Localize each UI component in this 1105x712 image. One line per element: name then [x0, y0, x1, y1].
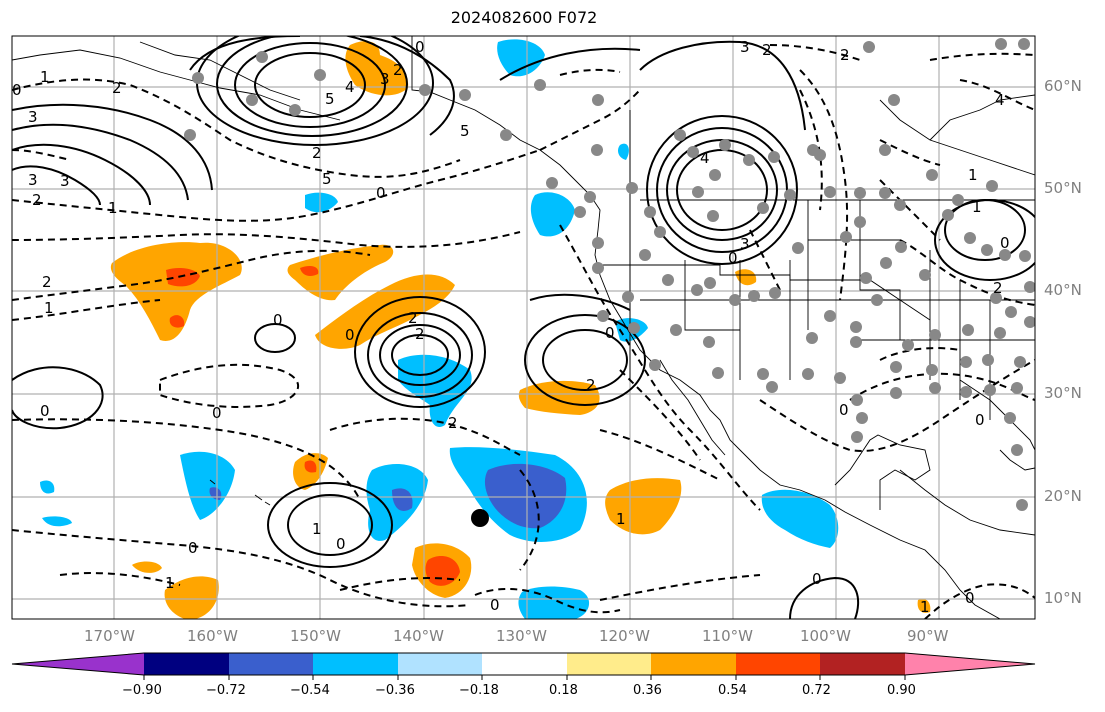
contour-label: 2: [762, 41, 772, 59]
colorbar-label: −0.54: [290, 683, 330, 698]
contour-label: 5: [460, 122, 470, 140]
colorbar-label: 0.54: [718, 683, 747, 698]
contour-label: 0: [415, 38, 425, 56]
colorbar-label: 0.18: [549, 683, 578, 698]
contour-label: 1: [312, 520, 322, 538]
contour-label: 3: [380, 70, 390, 88]
contour-label: 2: [448, 414, 458, 432]
lat-label-60n: 60°N: [1044, 77, 1082, 95]
colorbar-segment: [313, 653, 398, 675]
contour-label: 1: [972, 198, 982, 216]
contour-label: 3: [740, 38, 750, 56]
lon-label-170w: 170°W: [84, 627, 135, 645]
contour-label: 3: [28, 171, 38, 189]
contour-label: 2: [312, 144, 322, 162]
contour-label: 0: [336, 535, 346, 553]
contour-label: 0: [212, 404, 222, 422]
lon-label-150w: 150°W: [290, 627, 341, 645]
contour-label: 0: [376, 184, 386, 202]
colorbar-segment: [398, 653, 482, 675]
lon-label-130w: 130°W: [496, 627, 547, 645]
contour-label: 0: [1000, 234, 1010, 252]
colorbar-label: −0.36: [375, 683, 415, 698]
colorbar-label: 0.90: [887, 683, 916, 698]
colorbar-segment: [482, 653, 567, 675]
contour-label: 0: [839, 401, 849, 419]
contour-label: 2: [993, 279, 1003, 297]
contour-label: 4: [995, 91, 1005, 109]
colorbar-segment: [144, 653, 229, 675]
contour-label: 4: [345, 78, 355, 96]
contour-label: 3: [28, 108, 38, 126]
contour-label: 0: [273, 311, 283, 329]
contour-label: 1: [108, 199, 118, 217]
contours-solid: [12, 36, 1035, 619]
contour-label: 1: [40, 68, 50, 86]
contour-label: 3: [740, 235, 750, 253]
contour-label: 0: [40, 402, 50, 420]
contour-label: 2: [408, 309, 418, 327]
colorbar-label: 0.36: [633, 683, 662, 698]
contour-label: 1: [44, 299, 54, 317]
contour-label: 0: [812, 570, 822, 588]
colorbar-label: −0.72: [206, 683, 246, 698]
contour-label: 1: [165, 574, 175, 592]
contour-label: 5: [325, 90, 335, 108]
lon-label-140w: 140°W: [393, 627, 444, 645]
contour-label: 0: [975, 411, 985, 429]
contour-label: 2: [393, 61, 403, 79]
colorbar-segment: [229, 653, 313, 675]
storm-center-marker: [471, 509, 489, 527]
map-title: 2024082600 F072: [450, 8, 598, 27]
contour-labels: 0 3 2 4 5 1 2 3 0 2 3 3 2 5 5 0 1 3 2 4 …: [12, 38, 1010, 616]
lon-label-90w: 90°W: [907, 627, 949, 645]
contour-label: 4: [700, 149, 710, 167]
map-frame: [11, 35, 1036, 620]
contour-label: 3: [60, 172, 70, 190]
colorbar-segment: [736, 653, 820, 675]
contour-label: 1: [616, 510, 626, 528]
lat-label-20n: 20°N: [1044, 487, 1082, 505]
contour-label: 0: [345, 326, 355, 344]
contour-label: 2: [32, 191, 42, 209]
station-dots: [184, 38, 1035, 511]
contour-label: 1: [920, 598, 930, 616]
colorbar-label: −0.90: [122, 683, 162, 698]
colorbar-segment: [820, 653, 905, 675]
colorbar-label: 0.72: [802, 683, 831, 698]
colorbar-label: −0.18: [459, 683, 499, 698]
colorbar-segment: [651, 653, 736, 675]
colorbar-segment: [567, 653, 651, 675]
contour-label: 2: [415, 325, 425, 343]
contour-label: 2: [112, 79, 122, 97]
contour-label: 2: [840, 46, 850, 64]
contour-label: 1: [968, 166, 978, 184]
contour-label: 0: [12, 81, 22, 99]
contour-label: 0: [965, 589, 975, 607]
lat-label-40n: 40°N: [1044, 281, 1082, 299]
lon-label-110w: 110°W: [702, 627, 753, 645]
colorbar-extend-low: [12, 653, 144, 675]
coastlines: [12, 36, 1035, 619]
contour-label: 0: [605, 324, 615, 342]
contour-label: 2: [42, 273, 52, 291]
contour-label: 0: [728, 249, 738, 267]
lon-label-120w: 120°W: [599, 627, 650, 645]
contour-label: 5: [322, 170, 332, 188]
lon-label-160w: 160°W: [187, 627, 238, 645]
colorbar: [11, 652, 1036, 680]
lon-label-100w: 100°W: [800, 627, 851, 645]
lat-label-30n: 30°N: [1044, 384, 1082, 402]
contours-dashed: [12, 44, 1035, 619]
contour-label: 0: [490, 596, 500, 614]
lat-label-50n: 50°N: [1044, 179, 1082, 197]
contour-label: 0: [188, 539, 198, 557]
contour-label: 2: [586, 376, 596, 394]
lat-label-10n: 10°N: [1044, 589, 1082, 607]
colorbar-extend-high: [905, 653, 1035, 675]
